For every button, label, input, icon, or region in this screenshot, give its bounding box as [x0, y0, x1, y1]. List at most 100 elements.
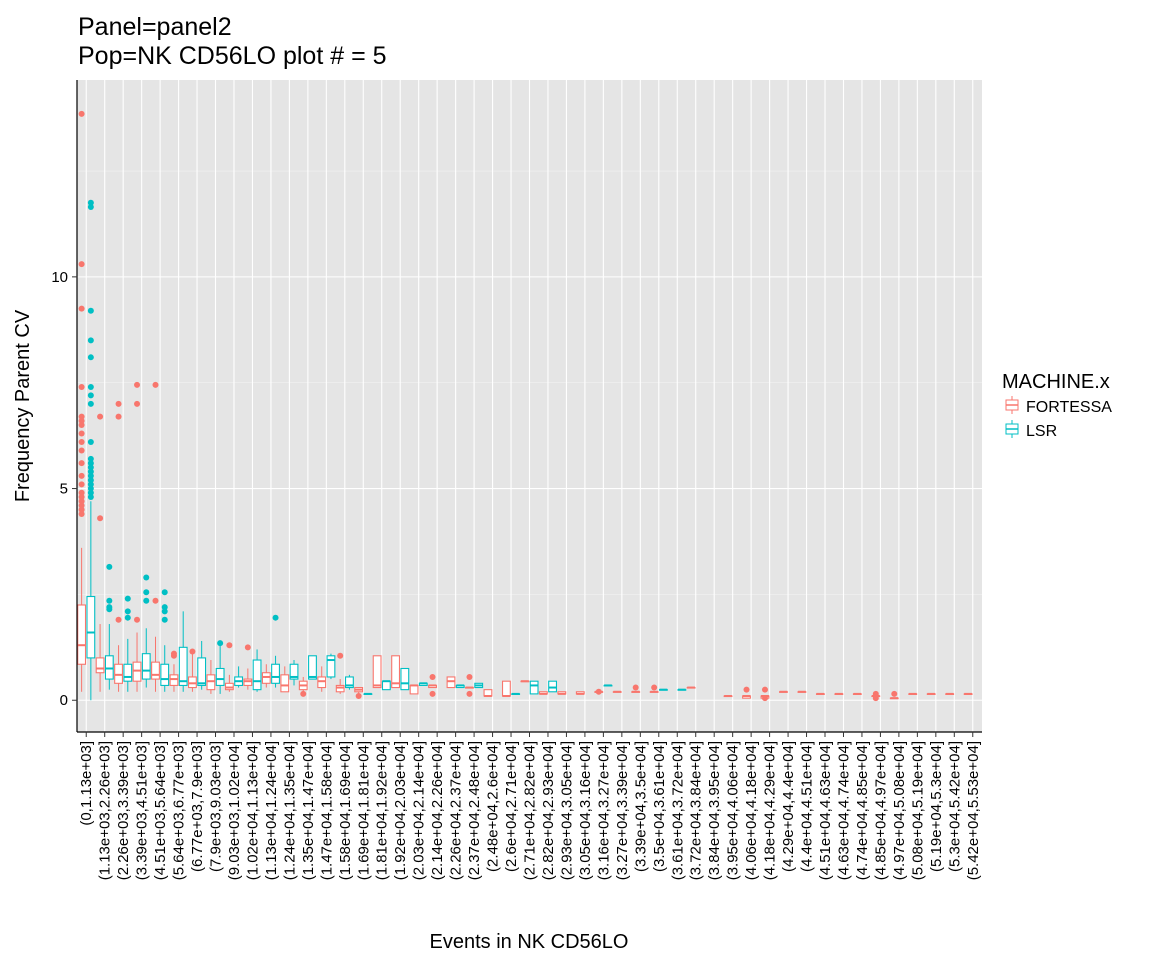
- box-fortessa: [520, 680, 530, 683]
- outlier-point: [152, 381, 159, 388]
- outlier-point: [78, 510, 85, 517]
- outlier-point: [466, 673, 473, 680]
- box-fortessa: [169, 650, 179, 692]
- box-body: [77, 604, 87, 665]
- outlier-point: [143, 589, 150, 596]
- box-body: [308, 655, 317, 680]
- legend-title: MACHINE.x: [1002, 371, 1110, 393]
- x-tick-label: (4.18e+04,4.29e+04]: [762, 741, 779, 880]
- outlier-point: [272, 614, 279, 621]
- x-tick-label: (1.02e+04,1.13e+04]: [244, 741, 261, 880]
- box-fortessa: [95, 413, 105, 692]
- box-lsr: [123, 595, 133, 692]
- x-tick-label: (3.84e+04,3.95e+04]: [706, 741, 723, 880]
- x-tick-label: (4.29e+04,4.4e+04]: [780, 741, 797, 872]
- box-body: [104, 655, 114, 680]
- outlier-point: [87, 468, 94, 475]
- x-tick-label: (5.42e+04,5.53e+04]: [965, 741, 982, 880]
- outlier-point: [87, 337, 94, 344]
- box-lsr: [197, 640, 207, 690]
- outlier-point: [87, 204, 94, 211]
- box-body: [178, 646, 188, 686]
- box-fortessa: [723, 695, 733, 698]
- outlier-point: [78, 460, 85, 467]
- box-fortessa: [151, 381, 160, 692]
- box-body: [317, 676, 327, 689]
- box-layer: [77, 110, 973, 702]
- x-tick-label: (1.81e+04,1.92e+04]: [374, 741, 391, 880]
- outlier-point: [87, 307, 94, 314]
- outlier-point: [134, 381, 141, 388]
- box-lsr: [308, 655, 317, 680]
- box-fortessa: [261, 664, 271, 688]
- box-body: [243, 678, 253, 686]
- outlier-point: [87, 477, 94, 484]
- box-lsr: [160, 589, 170, 692]
- outlier-point: [78, 506, 85, 513]
- box-body: [372, 655, 382, 689]
- x-tick-label: (3.16e+04,3.27e+04]: [595, 741, 612, 880]
- box-lsr: [548, 680, 558, 693]
- box-body: [123, 663, 133, 682]
- box-lsr: [658, 688, 668, 691]
- x-tick-label: (4.63e+04,4.74e+04]: [835, 741, 852, 880]
- box-body: [271, 663, 280, 684]
- outlier-point: [170, 652, 177, 659]
- outlier-point: [106, 606, 113, 613]
- outlier-point: [115, 400, 122, 407]
- x-tick-label: (3.5e+04,3.61e+04]: [651, 741, 668, 872]
- outlier-point: [143, 574, 150, 581]
- outlier-point: [226, 642, 233, 649]
- outlier-point: [78, 489, 85, 496]
- x-tick-label: (5.19e+04,5.3e+04]: [928, 741, 945, 872]
- box-fortessa: [280, 666, 290, 693]
- outlier-point: [632, 684, 639, 691]
- chart-title-line-1: Panel=panel2: [78, 13, 232, 41]
- box-fortessa: [926, 692, 936, 695]
- x-tick-label: (5.64e+03,6.77e+03]: [171, 741, 188, 880]
- outlier-point: [106, 597, 113, 604]
- box-lsr: [344, 674, 354, 690]
- outlier-point: [87, 485, 94, 492]
- outlier-point: [78, 472, 85, 479]
- box-body: [132, 661, 142, 682]
- chart-title-line-2: Pop=NK CD56LO plot # = 5: [78, 42, 387, 70]
- x-tick-label: (2.71e+04,2.82e+04]: [522, 741, 539, 880]
- outlier-point: [161, 608, 168, 615]
- box-fortessa: [557, 691, 567, 695]
- outlier-point: [87, 472, 94, 479]
- box-body: [280, 674, 290, 693]
- x-tick-label: (2.37e+04,2.48e+04]: [466, 741, 483, 880]
- box-lsr: [234, 666, 244, 688]
- box-lsr: [178, 611, 188, 692]
- outlier-point: [189, 648, 196, 655]
- box-lsr: [215, 640, 225, 694]
- box-fortessa: [538, 691, 548, 695]
- outlier-point: [124, 608, 131, 615]
- outlier-point: [355, 693, 362, 700]
- x-tick-label: (7.9e+03,9.03e+03]: [208, 741, 225, 872]
- box-fortessa: [834, 692, 844, 695]
- box-fortessa: [760, 686, 770, 702]
- x-tick-label: (1.13e+04,1.24e+04]: [263, 741, 280, 880]
- box-fortessa: [132, 381, 142, 692]
- box-body: [326, 655, 336, 678]
- box-fortessa: [335, 652, 345, 694]
- x-tick-label: (4.06e+04,4.18e+04]: [743, 741, 760, 880]
- x-tick-label: (1.92e+04,2.03e+04]: [392, 741, 409, 880]
- x-tick-label: (1.24e+04,1.35e+04]: [281, 741, 298, 880]
- outlier-point: [872, 690, 879, 697]
- outlier-point: [429, 673, 436, 680]
- box-body: [501, 680, 511, 697]
- box-fortessa: [575, 691, 585, 695]
- box-body: [529, 680, 539, 695]
- outlier-point: [87, 464, 94, 471]
- box-body: [409, 684, 419, 695]
- box-lsr: [252, 649, 262, 692]
- box-fortessa: [797, 690, 807, 693]
- outlier-point: [761, 686, 768, 693]
- legend-key-lsr: [1005, 420, 1019, 438]
- box-body: [261, 672, 271, 684]
- box-fortessa: [815, 692, 825, 695]
